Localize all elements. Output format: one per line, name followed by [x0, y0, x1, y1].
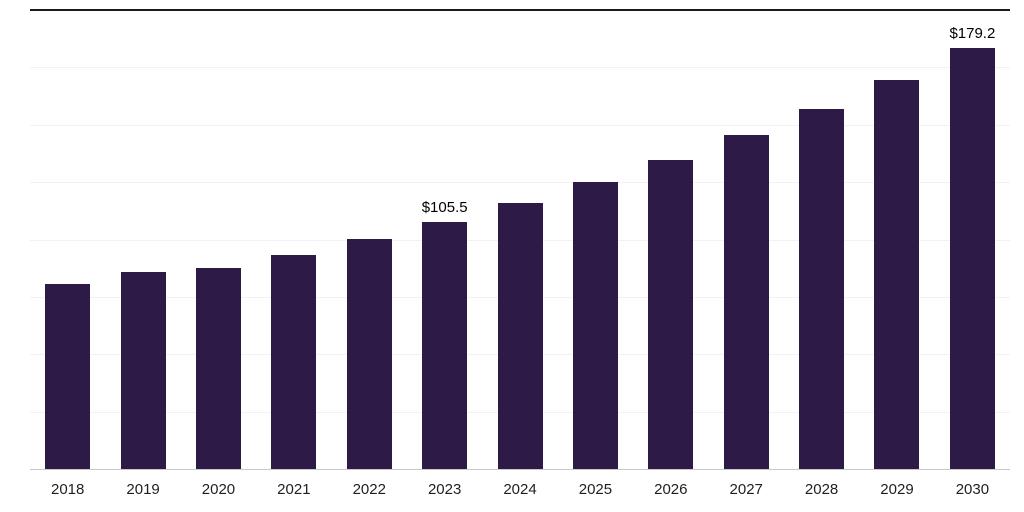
bar-column-2023: $105.5: [407, 11, 482, 470]
bar-2022: [346, 238, 392, 470]
bar-column-2029: [859, 11, 934, 470]
gridline: [30, 67, 1010, 69]
x-axis-tick-labels: 2018 2019 2020 2021 2022 2023 2024 2025 2026 2027…: [30, 481, 1010, 498]
gridline: [30, 182, 1010, 184]
bar-column-2020: [181, 11, 256, 470]
bar-series: $105.5 $179.2: [30, 11, 1010, 470]
bar-column-2022: [332, 11, 407, 470]
x-tick-2022: 2022: [352, 481, 386, 498]
bar-2027: [723, 134, 769, 470]
x-tick-2030: 2030: [955, 481, 990, 498]
x-tick-2025: 2025: [578, 481, 613, 498]
bar-2029: [874, 80, 920, 470]
x-tick-2018: 2018: [51, 481, 85, 498]
bar-value-label-2023: $105.5: [421, 198, 468, 216]
bar-column-2018: [30, 11, 105, 470]
bar-value-label-2030: $179.2: [949, 25, 996, 43]
bar-2023: [422, 221, 468, 470]
x-tick-2026: 2026: [654, 481, 688, 498]
bar-2028: [799, 109, 845, 470]
bar-column-2024: [482, 11, 557, 470]
bar-column-2025: [558, 11, 633, 470]
x-axis-line: [30, 469, 1010, 470]
x-tick-2029: 2029: [880, 481, 914, 498]
x-tick-2027: 2027: [729, 481, 763, 498]
x-tick-2024: 2024: [503, 481, 537, 498]
bar-column-2027: [709, 11, 784, 470]
x-tick-2020: 2020: [201, 481, 236, 498]
bar-column-2026: [633, 11, 708, 470]
x-tick-2019: 2019: [126, 481, 160, 498]
bar-2020: [195, 267, 241, 470]
bar-2030: [949, 48, 995, 470]
x-tick-2023: 2023: [427, 481, 462, 498]
chart-top-border: [30, 9, 1010, 11]
bar-2021: [271, 255, 317, 470]
plot-area: $105.5 $179.2: [30, 11, 1010, 470]
bar-column-2028: [784, 11, 859, 470]
bar-column-2021: [256, 11, 331, 470]
bar-column-2030: $179.2: [935, 11, 1010, 470]
bar-2026: [648, 159, 694, 470]
x-tick-2028: 2028: [804, 481, 839, 498]
bar-2019: [120, 271, 166, 470]
bar-2018: [45, 284, 91, 470]
gridline: [30, 124, 1010, 126]
bar-column-2019: [105, 11, 180, 470]
bar-2024: [497, 202, 543, 470]
x-tick-2021: 2021: [277, 481, 311, 498]
bar-2025: [572, 182, 618, 470]
